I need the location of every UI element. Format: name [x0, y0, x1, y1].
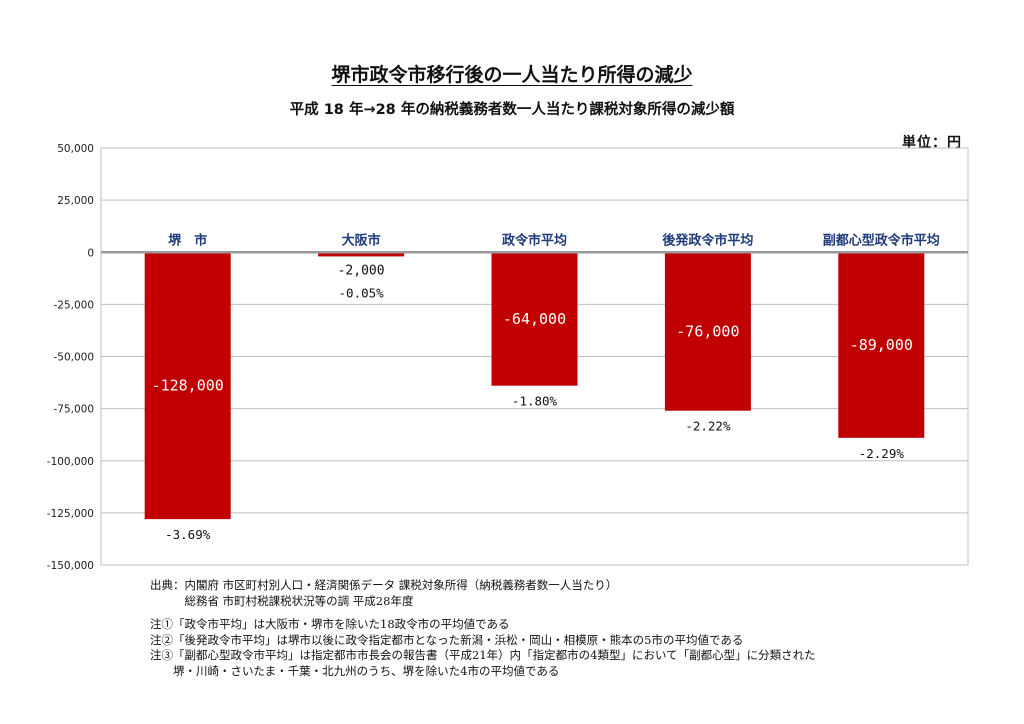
source-line-2: 総務省 市町村税課税状況等の調 平成28年度 — [150, 593, 414, 608]
note-3: 注③「副都心型政令市平均」は指定都市市長会の報告書（平成21年）内「指定都市の4… — [150, 648, 816, 662]
y-tick-label: -25,000 — [53, 299, 94, 311]
y-tick-label: -50,000 — [53, 352, 94, 364]
bar — [318, 252, 405, 257]
percent-label: -3.69% — [165, 527, 211, 542]
category-label: 後発政令市平均 — [662, 232, 753, 248]
note-3-continued: 堺・川崎・さいたま・千葉・北九州のうち、堺を除いた4市の平均値である — [150, 663, 560, 678]
source-line-1: 出典：内閣府 市区町村別人口・経済関係データ 課税対象所得（納税義務者数一人当た… — [150, 578, 618, 592]
value-label: -2,000 — [338, 263, 385, 278]
chart-title: 堺市政令市移行後の一人当たり所得の減少 — [331, 64, 693, 86]
bar — [664, 252, 751, 411]
percent-label: -2.22% — [685, 419, 731, 434]
note-1: 注①「政令市平均」は大阪市・堺市を除いた18政令市の平均値である — [150, 617, 510, 631]
percent-label: -1.80% — [512, 394, 558, 409]
percent-label: -0.05% — [339, 285, 385, 300]
y-tick-label: 25,000 — [57, 195, 94, 207]
y-tick-label: -125,000 — [47, 508, 94, 520]
category-label: 副都心型政令市平均 — [823, 232, 940, 248]
bar — [838, 252, 925, 438]
category-label: 政令市平均 — [502, 232, 567, 248]
category-label: 堺 市 — [168, 232, 207, 248]
y-tick-label: 0 — [87, 247, 94, 259]
bar — [144, 252, 231, 520]
value-label: -128,000 — [152, 377, 224, 395]
value-label: -76,000 — [676, 322, 739, 340]
notes: 出典：内閣府 市区町村別人口・経済関係データ 課税対象所得（納税義務者数一人当た… — [150, 578, 816, 679]
chart-subtitle: 平成 18 年→28 年の納税義務者数一人当たり課税対象所得の減少額 — [289, 102, 735, 118]
category-label: 大阪市 — [342, 232, 381, 248]
unit-label: 単位：円 — [902, 135, 962, 151]
value-label: -89,000 — [850, 336, 913, 354]
y-tick-label: -100,000 — [47, 456, 94, 468]
y-tick-label: -150,000 — [47, 560, 94, 572]
value-label: -64,000 — [503, 310, 566, 328]
y-tick-label: -75,000 — [53, 404, 94, 416]
note-2: 注②「後発政令市平均」は堺市以後に政令指定都市となった新潟・浜松・岡山・相模原・… — [150, 632, 744, 647]
bar — [491, 252, 578, 386]
y-tick-label: 50,000 — [57, 143, 94, 155]
percent-label: -2.29% — [859, 446, 905, 461]
